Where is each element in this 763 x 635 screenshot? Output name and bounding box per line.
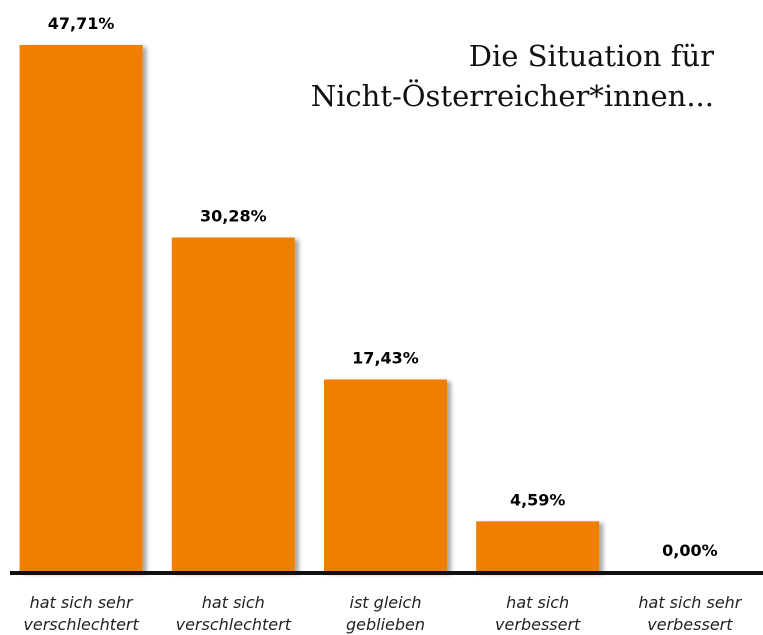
chart-title: Die Situation für xyxy=(469,39,714,73)
bar xyxy=(171,237,295,572)
value-label: 30,28% xyxy=(200,207,267,226)
x-tick-label: ist gleich geblieben xyxy=(345,593,426,634)
bar xyxy=(476,521,600,572)
x-tick-label: hat sich sehr verbessert xyxy=(638,593,742,634)
value-label: 17,43% xyxy=(352,348,419,367)
x-tick-label: hat sich verschlechtert xyxy=(175,593,291,634)
value-label: 4,59% xyxy=(510,490,566,509)
bar xyxy=(324,379,447,572)
bar xyxy=(19,45,143,572)
chart-title: Nicht-Österreicher*innen... xyxy=(311,78,714,113)
x-tick-label: hat sich sehr verschlechtert xyxy=(23,593,139,634)
x-tick-label: hat sich verbessert xyxy=(495,593,581,634)
value-label: 0,00% xyxy=(662,541,718,560)
value-label: 47,71% xyxy=(48,14,115,33)
